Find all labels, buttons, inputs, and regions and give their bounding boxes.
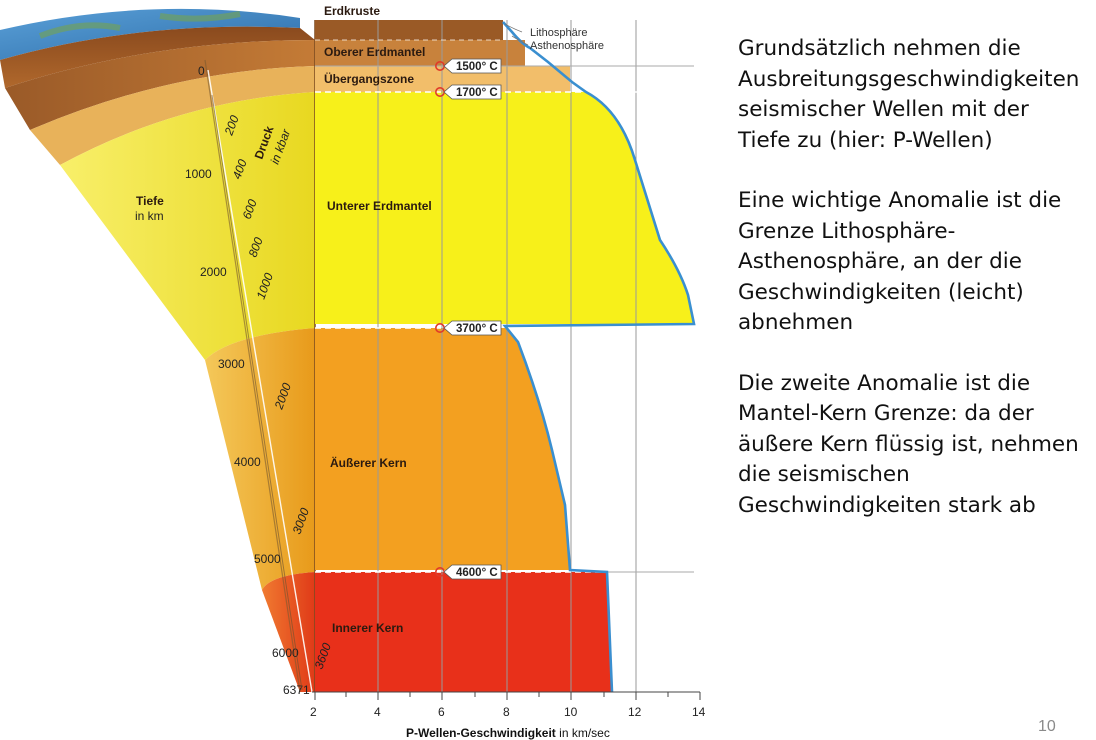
velocity-tick: 2 xyxy=(310,705,317,719)
paragraph-core-mantle-anomaly: Die zweite Anomalie ist die Mantel-Kern … xyxy=(738,370,1079,518)
inner-core-wedge xyxy=(262,572,315,692)
temperature-marker: 1500° C xyxy=(434,58,502,74)
temperature-marker: 4600° C xyxy=(434,564,502,580)
inner-core-block xyxy=(315,572,612,692)
layer-label-oberer-erdmantel: Oberer Erdmantel xyxy=(324,45,425,59)
lower-mantle-block xyxy=(315,92,694,324)
velocity-tick: 12 xyxy=(628,705,642,719)
earth-wedge xyxy=(0,8,316,693)
asthenosphere-label: Asthenosphäre xyxy=(530,40,604,52)
layer-label-innerer-kern: Innerer Kern xyxy=(332,621,403,635)
temperature-label: 3700° C xyxy=(456,323,498,335)
depth-tick: 3000 xyxy=(218,357,245,371)
lithosphere-label: Lithosphäre xyxy=(530,27,588,39)
velocity-curve xyxy=(502,21,696,693)
temperature-marker: 1700° C xyxy=(434,84,502,100)
layer-blocks xyxy=(315,20,694,692)
paragraph-lithosphere-anomaly: Eine wichtige Anomalie ist die Grenze Li… xyxy=(738,188,1062,335)
velocity-axis: 2 4 6 8 10 12 14 P-Wellen-Geschwindigkei… xyxy=(310,691,706,740)
lower-mantle-wedge xyxy=(60,92,315,360)
velocity-tick: 14 xyxy=(692,705,706,719)
depth-tick: 5000 xyxy=(254,552,281,566)
pressure-tick: 800 xyxy=(246,235,266,259)
lithosphere-annotation: Lithosphäre Asthenosphäre xyxy=(504,23,604,52)
pressure-tick: 400 xyxy=(230,157,250,181)
temperature-marker: 3700° C xyxy=(434,320,502,336)
depth-axis-unit: in km xyxy=(135,209,164,223)
velocity-tick: 6 xyxy=(438,705,445,719)
paragraph-velocity-increase: Grundsätzlich nehmen die Ausbreitungsges… xyxy=(738,36,1080,153)
velocity-tick: 8 xyxy=(503,705,510,719)
temperature-label: 1500° C xyxy=(456,61,498,73)
depth-axis: Tiefe in km 0 1000 2000 3000 4000 5000 6… xyxy=(135,64,313,697)
crust-wedge xyxy=(0,26,315,88)
depth-tick: 2000 xyxy=(200,265,227,279)
velocity-tick: 10 xyxy=(564,705,578,719)
explanation-text: Grundsätzlich nehmen die Ausbreitungsges… xyxy=(738,34,1088,551)
layer-label-erdkruste: Erdkruste xyxy=(324,4,380,18)
crust-block xyxy=(315,20,503,40)
depth-tick: 4000 xyxy=(234,455,261,469)
pressure-tick: 200 xyxy=(221,113,241,138)
layer-label-uebergangszone: Übergangszone xyxy=(324,71,414,86)
depth-tick: 6371 xyxy=(283,683,310,697)
slide-number: 10 xyxy=(1038,718,1056,735)
upper-mantle-wedge xyxy=(5,40,315,130)
velocity-tick: 4 xyxy=(374,705,381,719)
depth-tick: 0 xyxy=(198,64,205,78)
depth-axis-label: Tiefe xyxy=(136,194,164,208)
layer-labels: Erdkruste Oberer Erdmantel Übergangszone… xyxy=(324,4,432,635)
depth-tick: 6000 xyxy=(272,646,299,660)
velocity-gridlines xyxy=(377,20,637,692)
temperature-label: 4600° C xyxy=(456,567,498,579)
globe-surface xyxy=(0,8,300,60)
layer-label-aeusserer-kern: Äußerer Kern xyxy=(330,455,407,470)
layer-label-unterer-erdmantel: Unterer Erdmantel xyxy=(327,199,432,213)
outer-core-wedge xyxy=(205,328,315,590)
earth-structure-diagram: 1500° C 1700° C 3700° C 4600° C Erdkrust… xyxy=(0,4,706,740)
depth-tick: 1000 xyxy=(185,167,212,181)
pressure-tick: 600 xyxy=(240,197,260,221)
velocity-axis-label: P-Wellen-Geschwindigkeit in km/sec xyxy=(406,726,610,740)
transition-zone-wedge xyxy=(30,66,315,165)
temperature-label: 1700° C xyxy=(456,87,498,99)
temperature-markers: 1500° C 1700° C 3700° C 4600° C xyxy=(434,58,502,580)
